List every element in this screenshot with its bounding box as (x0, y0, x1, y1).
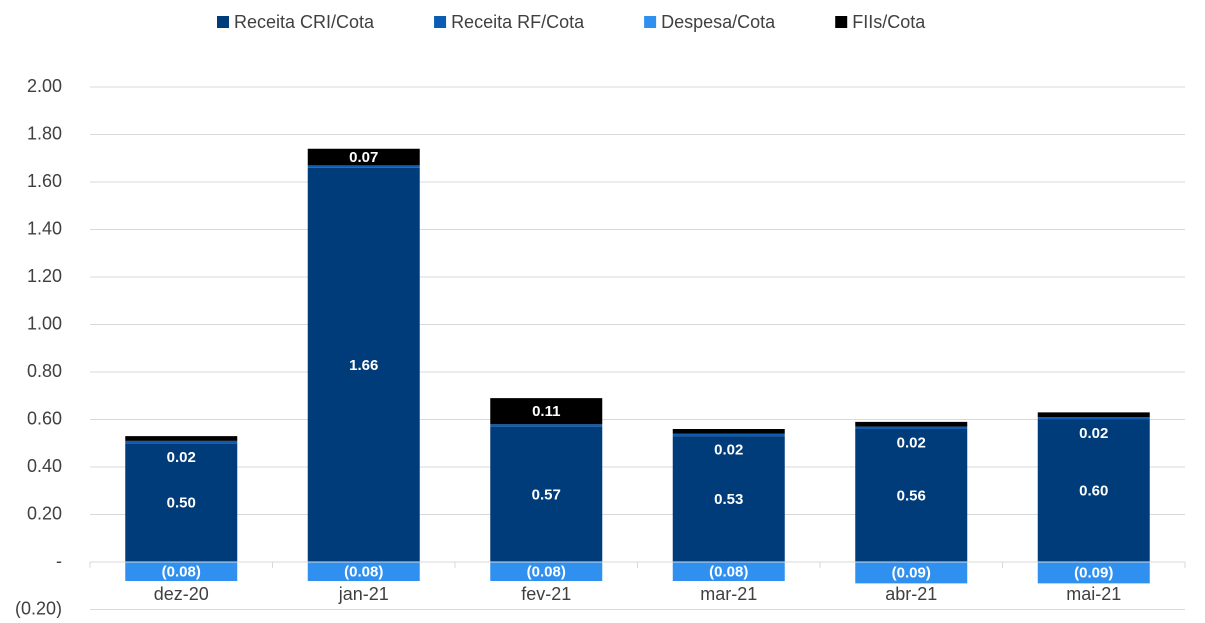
legend-label: Receita RF/Cota (451, 12, 585, 32)
bar-segment (1037, 562, 1150, 584)
bar-segment (125, 443, 238, 562)
bar-segment (855, 562, 968, 584)
data-label: (0.08) (162, 563, 201, 580)
bar-segment (307, 165, 420, 168)
bar-segment (125, 562, 238, 581)
bar-segment (672, 562, 785, 581)
bar-segment (307, 167, 420, 562)
bar-segment (490, 562, 603, 581)
y-tick-label: (0.20) (15, 598, 62, 618)
y-tick-label: 0.60 (27, 408, 62, 428)
x-tick-label: mai-21 (1066, 584, 1121, 604)
data-label: 0.50 (167, 495, 196, 512)
bar-segment (490, 426, 603, 562)
bar-segment (307, 562, 420, 581)
legend-label: FIIs/Cota (852, 12, 926, 32)
bar-segment (672, 433, 785, 437)
y-tick-label: 1.20 (27, 266, 62, 286)
y-tick-label: 1.00 (27, 313, 62, 333)
data-label: 0.60 (1079, 483, 1108, 500)
y-tick-label: 1.60 (27, 171, 62, 191)
bar-segment (490, 424, 603, 427)
y-tick-label: 1.80 (27, 123, 62, 143)
bar-segment (307, 148, 420, 166)
data-label: 0.02 (167, 449, 196, 466)
data-label: 0.53 (714, 491, 743, 508)
data-label: 0.07 (349, 149, 378, 166)
data-label: 0.02 (714, 442, 743, 459)
data-label: 1.66 (349, 357, 378, 374)
x-tick-label: jan-21 (338, 584, 389, 604)
legend-label: Receita CRI/Cota (234, 12, 375, 32)
legend-label: Despesa/Cota (661, 12, 776, 32)
data-label: 0.56 (897, 487, 926, 504)
data-label: 0.02 (1079, 425, 1108, 442)
bar-segment (1037, 419, 1150, 562)
bar-segment (125, 436, 238, 441)
bar-segment (855, 429, 968, 562)
legend-swatch (434, 16, 447, 28)
x-tick-label: mar-21 (700, 584, 757, 604)
bar-segment (125, 440, 238, 444)
bar-segment (855, 426, 968, 429)
y-tick-label: 1.40 (27, 218, 62, 238)
data-label: 0.11 (532, 403, 560, 420)
data-label: 0.02 (897, 435, 926, 452)
bar-segment (672, 436, 785, 562)
y-tick-label: 0.20 (27, 503, 62, 523)
legend-swatch (835, 16, 848, 28)
bar-segment (1037, 412, 1150, 418)
bar-segment (1037, 417, 1150, 420)
data-label: (0.08) (709, 563, 748, 580)
y-tick-label: 0.80 (27, 361, 62, 381)
data-label: (0.08) (344, 563, 383, 580)
legend-swatch (644, 16, 657, 28)
y-tick-label: 0.40 (27, 456, 62, 476)
bar-segment (490, 398, 603, 425)
x-tick-label: dez-20 (154, 584, 209, 604)
data-label: (0.09) (892, 565, 931, 582)
legend-swatch (217, 16, 229, 28)
y-tick-label: - (56, 551, 62, 571)
data-label: 0.57 (532, 486, 561, 503)
x-tick-label: abr-21 (885, 584, 937, 604)
data-label: (0.09) (1074, 565, 1113, 582)
bar-segment (855, 421, 968, 427)
x-tick-label: fev-21 (521, 584, 571, 604)
data-label: (0.08) (527, 563, 566, 580)
bar-segment (672, 429, 785, 434)
y-tick-label: 2.00 (27, 76, 62, 96)
